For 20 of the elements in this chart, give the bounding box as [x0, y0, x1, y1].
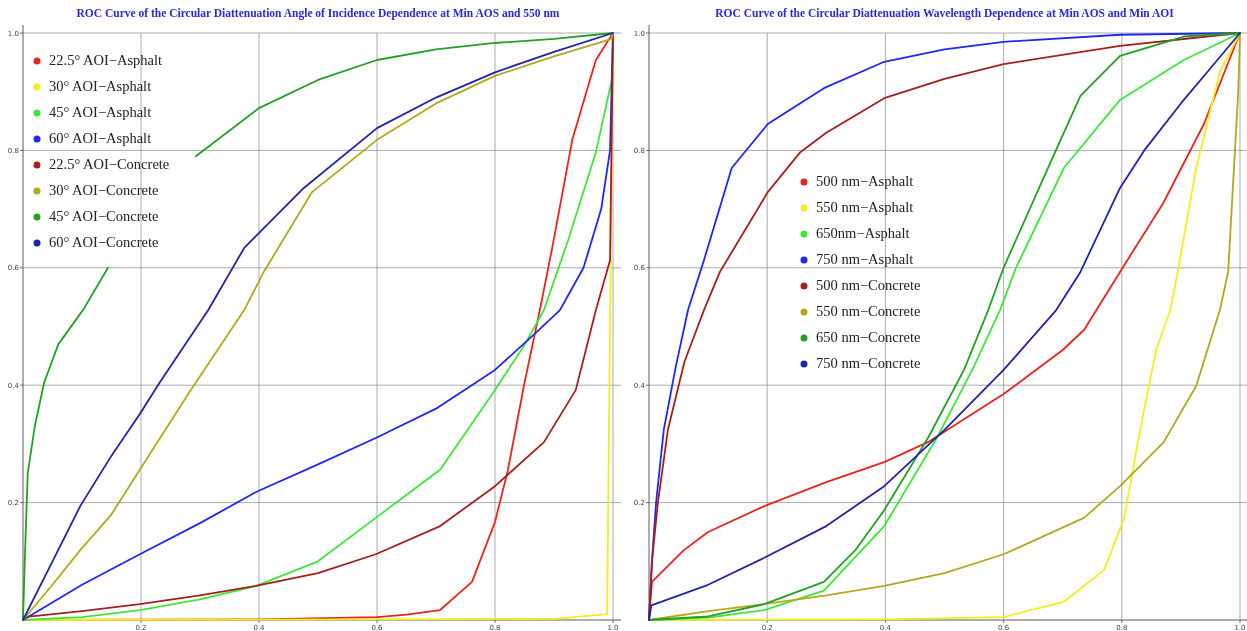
legend-label: 60° AOI−Asphalt — [49, 130, 152, 146]
legend-label: 550 nm−Concrete — [816, 303, 921, 319]
legend-label: 650nm−Asphalt — [816, 225, 910, 241]
legend-label: 30° AOI−Concrete — [49, 182, 159, 198]
chart-title: ROC Curve of the Circular Diattenuation Angle of Incidence Dependence at Min AOS and 550 nm — [76, 7, 560, 20]
legend-label: 22.5° AOI−Concrete — [49, 156, 170, 172]
legend-label: 750 nm−Concrete — [816, 355, 921, 371]
legend-label: 22.5° AOI−Asphalt — [49, 52, 163, 68]
legend-label: 750 nm−Asphalt — [816, 251, 914, 267]
legend-label: 30° AOI−Asphalt — [49, 78, 152, 94]
legend-label: 500 nm−Asphalt — [816, 173, 914, 189]
legend-label: 500 nm−Concrete — [816, 277, 921, 293]
legend-label: 45° AOI−Asphalt — [49, 104, 152, 120]
legend-label: 60° AOI−Concrete — [49, 234, 159, 250]
legend-label: 550 nm−Asphalt — [816, 199, 914, 215]
line-series — [648, 32, 1241, 621]
chart-title: ROC Curve of the Circular Diattenuation Wavelength Dependence at Min AOS and Min AOI — [715, 7, 1175, 20]
legend-label: 650 nm−Concrete — [816, 329, 921, 345]
line-series — [22, 32, 614, 621]
legend-label: 45° AOI−Concrete — [49, 208, 159, 224]
